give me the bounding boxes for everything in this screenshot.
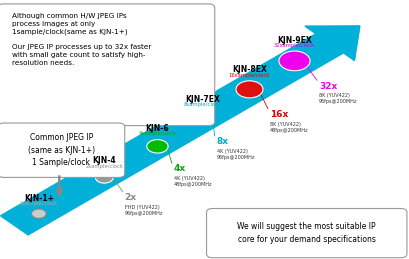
FancyArrow shape [0, 26, 360, 235]
Text: 2x: 2x [125, 193, 137, 202]
Text: 8x: 8x [217, 137, 229, 146]
Text: 32x: 32x [319, 82, 337, 91]
Circle shape [95, 172, 113, 183]
Text: We will suggest the most suitable IP
core for your demand specifications: We will suggest the most suitable IP cor… [238, 222, 376, 244]
Text: KJN-1+: KJN-1+ [24, 193, 54, 203]
Text: KJN-9EX: KJN-9EX [277, 35, 312, 45]
Text: 1sample/clock: 1sample/clock [20, 201, 58, 206]
Circle shape [191, 111, 214, 125]
Text: KJN-4: KJN-4 [92, 156, 116, 165]
Circle shape [147, 140, 168, 153]
Circle shape [236, 81, 263, 98]
FancyBboxPatch shape [0, 4, 215, 126]
Text: KJN-8EX: KJN-8EX [232, 65, 267, 74]
Text: 8K (YUV422)
96fps@200MHz: 8K (YUV422) 96fps@200MHz [319, 93, 357, 104]
Text: 8K (YUV422)
48fps@200MHz: 8K (YUV422) 48fps@200MHz [270, 122, 308, 133]
Text: 32sample/clock: 32sample/clock [274, 43, 315, 48]
FancyBboxPatch shape [207, 208, 407, 258]
Text: 4x: 4x [174, 164, 186, 174]
Circle shape [279, 51, 310, 71]
Text: FHD (YUV422)
96fps@200MHz: FHD (YUV422) 96fps@200MHz [125, 205, 163, 216]
Text: 2sample/clock: 2sample/clock [85, 164, 123, 169]
Text: KJN-6: KJN-6 [146, 124, 169, 133]
Text: Common JPEG IP
(same as KJN-1+)
1 Sample/clock: Common JPEG IP (same as KJN-1+) 1 Sample… [28, 133, 95, 167]
Text: Although common H/W JPEG IPs
process images at only
1sample/clock(same as KJN-1+: Although common H/W JPEG IPs process ima… [12, 13, 152, 66]
Text: 16sample/clock: 16sample/clock [229, 73, 270, 78]
Text: KJN-7EX: KJN-7EX [185, 95, 220, 104]
Text: 4sample/clock: 4sample/clock [139, 132, 176, 136]
FancyBboxPatch shape [0, 123, 125, 177]
Text: 16x: 16x [270, 110, 288, 119]
Text: 8sample/clock: 8sample/clock [184, 103, 221, 107]
Circle shape [31, 209, 46, 218]
Text: 4K (YUV422)
96fps@200MHz: 4K (YUV422) 96fps@200MHz [217, 149, 255, 160]
Text: 4K (YUV422)
48fps@200MHz: 4K (YUV422) 48fps@200MHz [174, 176, 212, 187]
